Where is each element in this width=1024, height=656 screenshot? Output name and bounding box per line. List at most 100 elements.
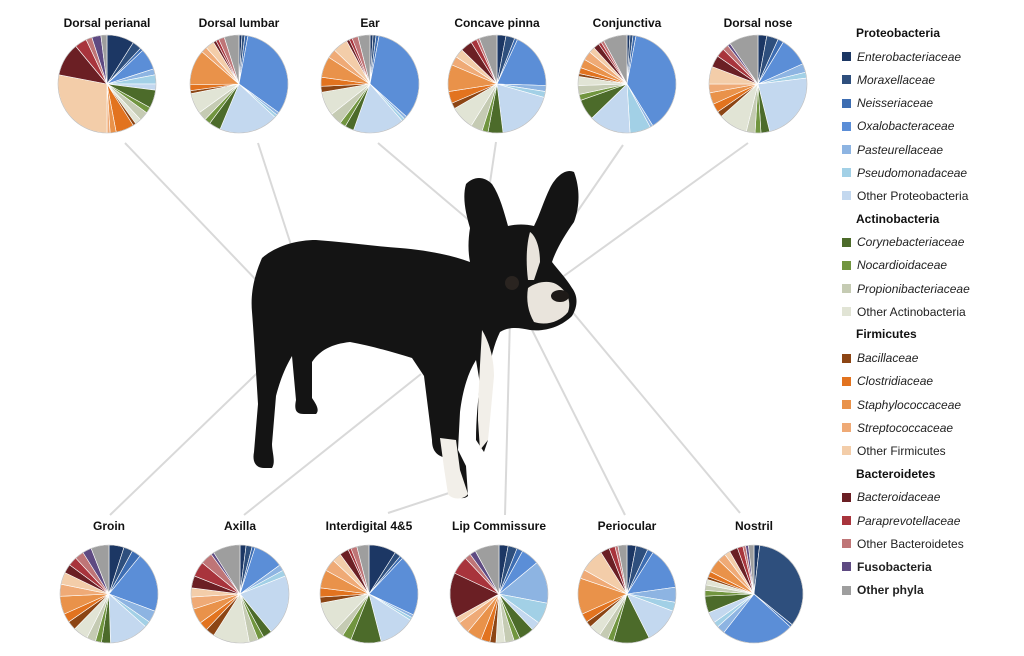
legend-swatch	[842, 168, 851, 178]
pie-title: Interdigital 4&5	[326, 519, 413, 533]
pie-charts: Dorsal perianal Dorsal lumbar Ear Concave p…	[57, 16, 808, 644]
legend-label: Fusobacteria	[857, 559, 932, 574]
legend-item-enterobacteriaceae: Enterobacteriaceae	[842, 45, 1022, 68]
legend-label: Other Actinobacteria	[857, 304, 966, 319]
pie-concave-pinna: Concave pinna	[447, 16, 547, 134]
legend-label: Bacteroidaceae	[857, 490, 941, 505]
legend-swatch	[842, 446, 851, 456]
pie-conjunctiva: Conjunctiva	[577, 16, 677, 134]
legend-heading: Actinobacteria	[856, 211, 940, 226]
legend-label: Neisseriaceae	[857, 96, 934, 111]
pie-title: Nostril	[735, 519, 773, 533]
legend-item-other-phyla: Other phyla	[842, 579, 1022, 602]
leader-line-dorsal-perianal	[124, 142, 259, 283]
legend-label: Corynebacteriaceae	[857, 235, 965, 250]
pie-outline	[59, 544, 159, 644]
pie-title: Dorsal perianal	[64, 16, 151, 30]
legend-item-bacillaceae: Bacillaceae	[842, 347, 1022, 370]
leader-line-dorsal-lumbar	[257, 142, 293, 249]
pie-groin: Groin	[59, 519, 159, 644]
legend-swatch	[842, 52, 851, 62]
pie-title: Axilla	[224, 519, 256, 533]
legend-item-nocardioidaceae: Nocardioidaceae	[842, 254, 1022, 277]
pie-outline	[449, 544, 549, 644]
pie-axilla: Axilla	[190, 519, 290, 644]
dog-body	[251, 170, 579, 499]
leader-line-nostril	[564, 302, 741, 514]
legend-swatch	[842, 121, 851, 131]
legend-swatch	[842, 516, 851, 526]
legend-label: Moraxellaceae	[857, 72, 936, 87]
legend-swatch	[842, 376, 851, 386]
legend-group-other: Fusobacteria Other phyla	[842, 555, 1022, 601]
pie-outline	[704, 544, 804, 644]
legend-swatch	[842, 75, 851, 85]
legend-label: Other phyla	[857, 583, 924, 598]
pie-title: Dorsal nose	[724, 16, 793, 30]
legend-label: Staphylococcaceae	[857, 397, 962, 412]
pie-outline	[190, 544, 290, 644]
legend-label: Enterobacteriaceae	[857, 49, 962, 64]
legend-swatch	[842, 260, 851, 270]
legend-item-bacteroidaceae: Bacteroidaceae	[842, 486, 1022, 509]
pie-slice-other-firmicutes	[57, 74, 108, 134]
legend-label: Bacillaceae	[857, 351, 919, 366]
leader-line-interdigital	[387, 491, 453, 514]
legend-label: Other Firmicutes	[857, 443, 946, 458]
legend: Proteobacteria Enterobacteriaceae Moraxell…	[842, 22, 1022, 602]
pie-outline	[319, 544, 419, 644]
legend-item-other-bacteroidetes: Other Bacteroidetes	[842, 532, 1022, 555]
pie-dorsal-nose: Dorsal nose	[708, 16, 808, 134]
pie-outline	[189, 34, 289, 134]
leader-line-lip-commissure	[504, 317, 511, 516]
legend-item-paraprevotellaceae: Paraprevotellaceae	[842, 509, 1022, 532]
pie-dorsal-perianal: Dorsal perianal	[57, 16, 157, 134]
legend-item-pasteurellaceae: Pasteurellaceae	[842, 138, 1022, 161]
legend-swatch	[842, 284, 851, 294]
pie-lip-commissure: Lip Commissure	[449, 519, 549, 644]
pie-outline	[708, 34, 808, 134]
legend-item-streptococcaceae: Streptococcaceae	[842, 416, 1022, 439]
legend-item-staphylococcaceae: Staphylococcaceae	[842, 393, 1022, 416]
legend-group-proteobacteria: Proteobacteria Enterobacteriaceae Moraxell…	[842, 22, 1022, 208]
legend-label: Pasteurellaceae	[857, 142, 944, 157]
legend-item-oxalobacteraceae: Oxalobacteraceae	[842, 115, 1022, 138]
legend-label: Clostridiaceae	[857, 374, 934, 389]
legend-item-other-actinobacteria: Other Actinobacteria	[842, 300, 1022, 323]
pie-title: Dorsal lumbar	[199, 16, 280, 30]
legend-item-neisseriaceae: Neisseriaceae	[842, 92, 1022, 115]
legend-item-other-proteobacteria: Other Proteobacteria	[842, 184, 1022, 207]
legend-item-propionibacteriaceae: Propionibacteriaceae	[842, 277, 1022, 300]
legend-label: Other Bacteroidetes	[857, 536, 964, 551]
pie-outline	[577, 544, 677, 644]
legend-swatch	[842, 423, 851, 433]
pie-title: Lip Commissure	[452, 519, 546, 533]
legend-label: Nocardioidaceae	[857, 258, 948, 273]
legend-swatch	[842, 492, 851, 502]
legend-swatch	[842, 307, 851, 317]
pie-outline	[320, 34, 420, 134]
legend-item-moraxellaceae: Moraxellaceae	[842, 68, 1022, 91]
pie-dorsal-lumbar: Dorsal lumbar	[189, 16, 289, 134]
legend-swatch	[842, 539, 851, 549]
legend-swatch	[842, 353, 851, 363]
pie-outline	[577, 34, 677, 134]
dog-white-paw	[440, 438, 468, 499]
legend-swatch	[842, 562, 851, 572]
leader-line-dorsal-nose	[549, 142, 749, 287]
legend-group-firmicutes: Firmicutes Bacillaceae Clostridiaceae Staph…	[842, 323, 1022, 462]
pie-periocular: Periocular	[577, 519, 677, 644]
boston-terrier-photo	[251, 170, 579, 499]
pie-nostril: Nostril	[704, 519, 804, 644]
legend-item-pseudomonadaceae: Pseudomonadaceae	[842, 161, 1022, 184]
pie-title: Groin	[93, 519, 125, 533]
leader-line-axilla	[243, 373, 422, 516]
legend-swatch	[842, 98, 851, 108]
legend-item-corynebacteriaceae: Corynebacteriaceae	[842, 231, 1022, 254]
legend-swatch	[842, 191, 851, 201]
legend-label: Oxalobacteraceae	[857, 119, 955, 134]
legend-group-actinobacteria: Actinobacteria Corynebacteriaceae Nocardio…	[842, 208, 1022, 324]
pie-title: Conjunctiva	[593, 16, 662, 30]
dog-white-blaze	[526, 232, 540, 280]
